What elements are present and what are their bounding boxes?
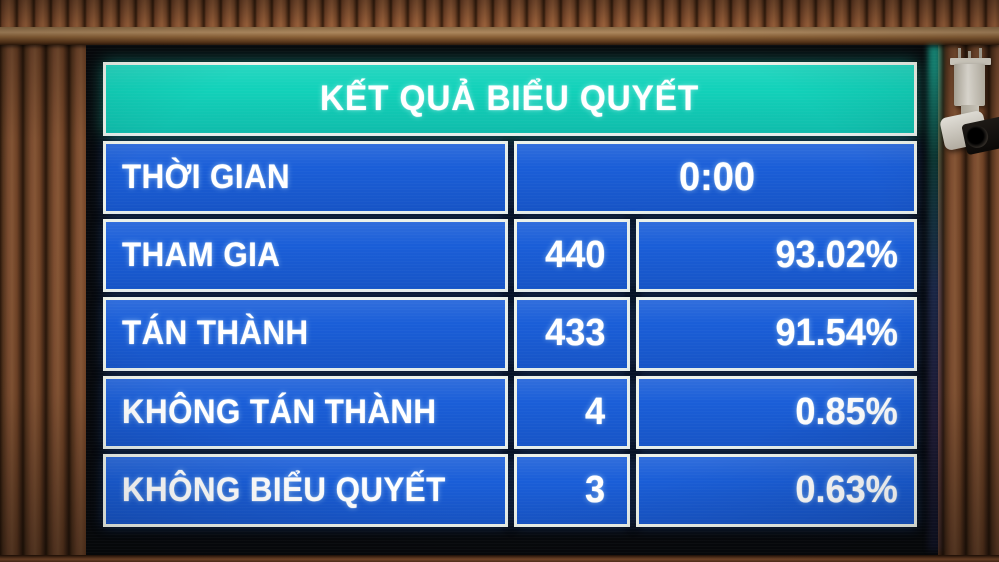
security-camera	[939, 48, 999, 163]
row-time-value-cell: 0:00	[514, 141, 917, 215]
row-participated-percent: 93.02%	[775, 234, 898, 277]
wood-base-strip	[0, 555, 999, 562]
row-abstain-percent-cell: 0.63%	[636, 453, 917, 527]
row-approve-label-cell: TÁN THÀNH	[103, 297, 508, 371]
row-abstain-label-cell: KHÔNG BIỂU QUYẾT	[103, 453, 508, 527]
row-disapprove-count-cell: 4	[514, 375, 630, 449]
row-approve-percent-cell: 91.54%	[636, 297, 917, 371]
row-disapprove-percent: 0.85%	[795, 390, 898, 433]
row-approve-label: TÁN THÀNH	[122, 314, 309, 353]
camera-mount-bracket	[954, 64, 985, 106]
wood-rail	[0, 27, 999, 45]
row-approve-percent: 91.54%	[775, 312, 898, 355]
row-participated-count: 440	[544, 234, 605, 277]
row-disapprove-label-cell: KHÔNG TÁN THÀNH	[103, 375, 508, 449]
row-approve-count-cell: 433	[514, 297, 630, 371]
row-participated-percent-cell: 93.02%	[636, 219, 917, 293]
row-disapprove-percent-cell: 0.85%	[636, 375, 917, 449]
row-approve-count: 433	[544, 312, 605, 355]
row-abstain-label: KHÔNG BIỂU QUYẾT	[122, 470, 446, 509]
row-time-label: THỜI GIAN	[122, 158, 291, 197]
camera-screw-icon	[968, 51, 971, 63]
row-time-label-cell: THỜI GIAN	[103, 141, 508, 215]
row-participated-label: THAM GIA	[122, 236, 281, 275]
led-screen: KẾT QUẢ BIỂU QUYẾT THỜI GIAN 0:00 THAM G…	[86, 45, 938, 556]
row-abstain-percent: 0.63%	[795, 468, 898, 511]
wood-slat-wall-top	[0, 0, 999, 27]
board-title: KẾT QUẢ BIỂU QUYẾT	[320, 79, 700, 118]
camera-screw-icon	[958, 48, 961, 60]
row-disapprove-count: 4	[584, 390, 605, 433]
camera-screw-icon	[979, 48, 982, 60]
row-time-value: 0:00	[679, 155, 756, 200]
screen-glow-reflection	[928, 46, 941, 551]
row-disapprove-label: KHÔNG TÁN THÀNH	[122, 392, 437, 431]
camera-mount-plate	[950, 58, 991, 65]
row-abstain-count: 3	[584, 468, 605, 511]
row-participated-label-cell: THAM GIA	[103, 219, 508, 293]
row-abstain-count-cell: 3	[514, 453, 630, 527]
board-title-cell: KẾT QUẢ BIỂU QUYẾT	[103, 62, 917, 136]
row-participated-count-cell: 440	[514, 219, 630, 293]
voting-results-board: KẾT QUẢ BIỂU QUYẾT THỜI GIAN 0:00 THAM G…	[103, 62, 917, 527]
